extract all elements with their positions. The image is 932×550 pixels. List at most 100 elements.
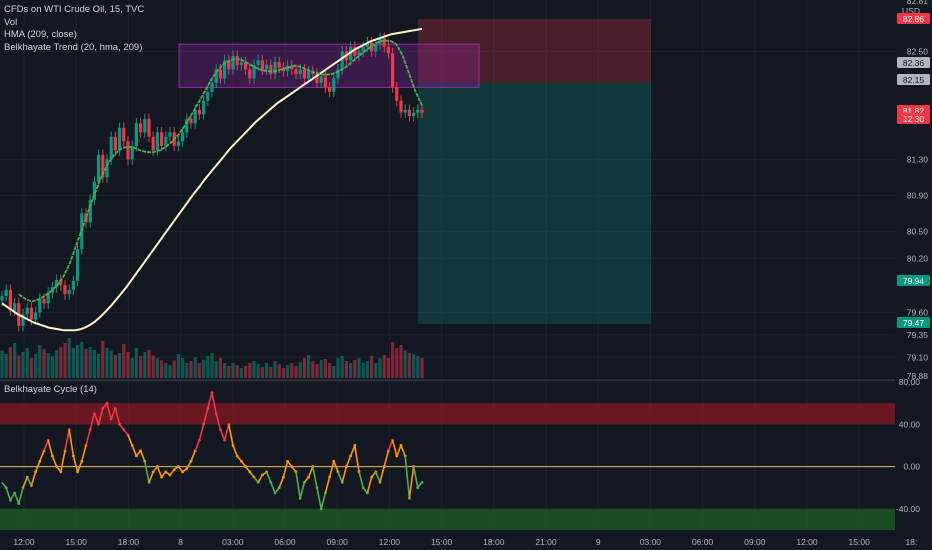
candle-body bbox=[370, 42, 374, 52]
price-label: 82.86 bbox=[903, 14, 925, 24]
cycle-segment bbox=[366, 476, 373, 494]
price-tick: 82.81 bbox=[907, 0, 929, 6]
volume-bar bbox=[277, 364, 281, 378]
volume-bar bbox=[244, 366, 248, 378]
candle-body bbox=[244, 62, 248, 70]
hma-legend[interactable]: HMA (209, close) bbox=[4, 29, 77, 40]
cycle-segment bbox=[144, 461, 150, 483]
candle-body bbox=[63, 285, 67, 295]
volume-bar bbox=[315, 364, 319, 378]
volume-bar bbox=[55, 350, 59, 378]
price-tick: 80.90 bbox=[907, 190, 929, 200]
cycle-segment bbox=[223, 424, 230, 441]
candle-body bbox=[227, 60, 231, 70]
volume-bar bbox=[336, 358, 340, 378]
price-label: 82.15 bbox=[903, 75, 925, 85]
cycle-segment bbox=[354, 445, 360, 472]
candle-body bbox=[84, 213, 88, 223]
volume-bar bbox=[319, 360, 323, 378]
cycle-segment bbox=[207, 392, 213, 409]
candle-body bbox=[189, 118, 193, 124]
candle-body bbox=[235, 55, 239, 65]
cycle-segment bbox=[139, 450, 146, 462]
volume-bar bbox=[227, 366, 231, 378]
candle-body bbox=[21, 314, 25, 326]
candle-body bbox=[315, 73, 319, 83]
volume-bar bbox=[130, 358, 134, 378]
candle-body bbox=[130, 145, 134, 160]
volume-bar bbox=[395, 348, 399, 378]
volume-bar bbox=[181, 358, 185, 378]
time-tick: 18:00 bbox=[483, 537, 505, 547]
volume-bar bbox=[382, 355, 386, 378]
volume-legend[interactable]: Vol bbox=[4, 16, 18, 28]
candle-body bbox=[193, 109, 197, 124]
price-label-box bbox=[897, 113, 930, 124]
volume-bar bbox=[97, 354, 101, 378]
cycle-segment bbox=[278, 476, 285, 489]
candle-body bbox=[269, 64, 273, 74]
volume-bar bbox=[302, 358, 306, 378]
cycle-segment bbox=[194, 439, 201, 452]
cycle-segment bbox=[34, 460, 41, 473]
candle-body bbox=[126, 141, 130, 160]
currency-label: USD bbox=[902, 6, 920, 16]
symbol-title[interactable]: CFDs on WTI Crude Oil, 15, TVC bbox=[4, 4, 145, 15]
volume-bar bbox=[126, 352, 130, 378]
volume-bar bbox=[311, 361, 315, 378]
candle-body bbox=[168, 132, 172, 137]
candle-body bbox=[67, 289, 71, 295]
cycle-segment bbox=[316, 487, 322, 510]
candle-body bbox=[185, 118, 189, 133]
cycle-segment bbox=[257, 474, 264, 483]
cycle-tick: 80.00 bbox=[899, 377, 921, 387]
cycle-legend[interactable]: Belkhayate Cycle (14) bbox=[4, 384, 97, 395]
cycle-segment bbox=[219, 429, 226, 441]
price-label: 82.36 bbox=[903, 58, 925, 68]
volume-bar bbox=[416, 356, 420, 378]
volume-bar bbox=[71, 348, 75, 378]
candle-body bbox=[176, 141, 180, 146]
time-tick: 03:00 bbox=[222, 537, 244, 547]
time-tick: 03:00 bbox=[640, 537, 662, 547]
cycle-segment bbox=[349, 445, 356, 457]
price-tick: 80.50 bbox=[907, 226, 929, 236]
volume-bar bbox=[235, 365, 239, 378]
volume-bar bbox=[88, 347, 92, 378]
cycle-segment bbox=[76, 460, 83, 473]
candle-body bbox=[151, 136, 155, 151]
volume-bar bbox=[59, 347, 63, 378]
cycle-segment bbox=[345, 455, 352, 467]
trend-legend[interactable]: Belkhayate Trend (20, hma, 209) bbox=[4, 41, 143, 53]
volume-bar bbox=[176, 354, 180, 378]
candle-body bbox=[395, 87, 399, 101]
price-tick: 79.35 bbox=[907, 330, 929, 340]
candle-body bbox=[202, 100, 206, 115]
volume-bar bbox=[231, 363, 235, 378]
volume-bar bbox=[370, 356, 374, 378]
cycle-segment bbox=[400, 445, 406, 457]
volume-bar bbox=[122, 344, 126, 378]
cycle-segment bbox=[68, 429, 75, 457]
volume-bar bbox=[4, 354, 8, 378]
long-short-position-tool[interactable] bbox=[178, 18, 651, 325]
price-label-box bbox=[897, 74, 930, 85]
candle-body bbox=[252, 64, 256, 79]
candle-body bbox=[403, 109, 407, 113]
volume-bar bbox=[252, 361, 256, 378]
candle-body bbox=[139, 123, 143, 133]
candle-body bbox=[134, 123, 138, 146]
volume-bar bbox=[374, 363, 378, 378]
time-axis[interactable]: 12:00 15:00 18:00 8 03:00 06:00 09:00 12:00 15:0… bbox=[0, 532, 932, 550]
cycle-segment bbox=[81, 445, 87, 462]
volume-bar bbox=[273, 361, 277, 378]
cycle-segment bbox=[13, 492, 20, 504]
volume-bar bbox=[357, 358, 361, 378]
volume-bar bbox=[214, 361, 218, 378]
volume-bar bbox=[349, 363, 353, 378]
volume-bar bbox=[248, 363, 252, 378]
price-axis[interactable]: 82.50 81.30 80.90 80.50 80.20 79.60 79.35 79.10… bbox=[895, 0, 932, 550]
time-tick: 21:00 bbox=[535, 537, 557, 547]
candle-body bbox=[374, 44, 378, 52]
